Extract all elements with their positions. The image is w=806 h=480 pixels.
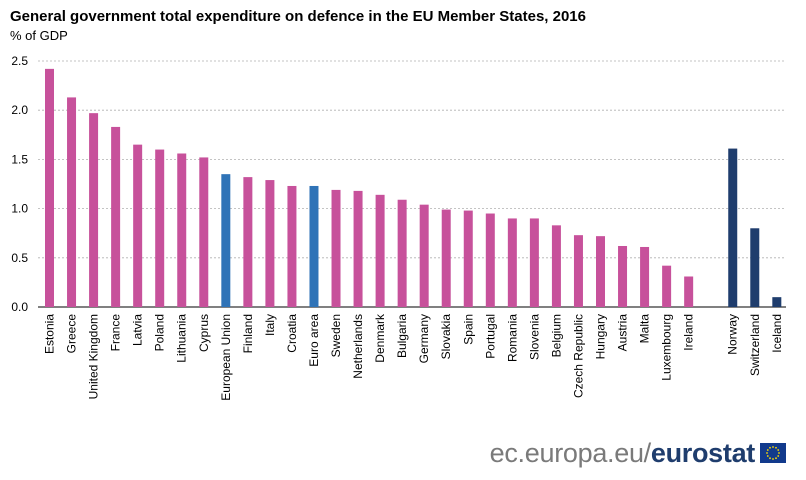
x-tick-label: Euro area [307,314,321,367]
bar-france [111,126,121,307]
x-tick-label: Spain [461,314,475,345]
bar-lithuania [177,153,187,307]
x-tick-label: Czech Republic [571,314,585,398]
bar-belgium [551,225,561,307]
flag-star [778,452,780,454]
x-tick-label: Denmark [373,313,387,363]
bar-poland [155,149,165,307]
flag-star [769,457,771,460]
eurostat-footer: ec.europa.eu/eurostat [490,436,786,470]
flag-star [766,449,769,451]
x-tick-label: Slovakia [439,314,453,360]
flag-star [772,458,774,460]
x-tick-label: European Union [219,314,233,401]
x-tick-label: France [109,314,123,352]
bar-chart: 0.0 0.5 1.0 1.5 2.0 2.5 Estonia Greece United K… [11,54,786,401]
bar-romania [507,218,517,307]
bar-malta [640,246,650,307]
bar-denmark [375,194,385,307]
x-tick-label: Germany [417,314,431,363]
footer-site: ec.europa.eu/ [489,437,652,468]
flag-star [766,452,768,454]
flag-star [766,455,769,457]
bar-euro-area [309,185,319,307]
x-tick-label: Latvia [131,314,145,346]
y-tick-label: 2.5 [11,54,28,68]
y-tick-label: 2.0 [11,103,28,117]
x-tick-label: Slovenia [527,314,541,360]
bar-united-kingdom [89,113,99,307]
x-tick-label: Norway [726,314,740,355]
x-tick-label: Greece [65,314,79,354]
bar-slovakia [441,209,451,307]
x-tick-label: Italy [263,314,277,336]
bar-greece [67,97,77,308]
x-tick-label: Poland [153,314,167,351]
x-tick-label: Austria [616,314,630,352]
chart-subtitle: % of GDP [10,28,68,43]
footer-brand: eurostat [650,437,755,468]
x-tick-label: United Kingdom [87,314,101,399]
bar-portugal [485,213,495,307]
x-tick-label: Lithuania [175,314,189,363]
flag-star [775,446,777,449]
y-tick-label: 0.0 [11,300,28,314]
eu-flag-icon [760,443,786,463]
flag-star [775,457,777,460]
bar-norway [728,148,738,307]
x-tick-label: Croatia [285,314,299,353]
gridlines [38,60,786,308]
x-tick-label: Luxembourg [660,314,674,381]
bar-sweden [331,189,341,307]
bar-iceland [772,297,782,307]
bar-cyprus [199,157,209,307]
bar-estonia [45,68,54,307]
bar-finland [243,177,253,307]
x-tick-label: Estonia [43,314,57,354]
bar-luxembourg [662,265,672,307]
flag-star [777,449,780,451]
bar-latvia [133,144,143,307]
bar-spain [463,210,473,307]
bars [45,68,782,308]
x-tick-label: Switzerland [748,314,762,376]
flag-star [769,446,771,449]
bar-netherlands [353,190,363,307]
y-tick-label: 1.0 [11,202,28,216]
x-tick-label: Sweden [329,314,343,357]
bar-austria [618,245,628,307]
x-tick-label: Cyprus [197,314,211,352]
bar-bulgaria [397,199,407,307]
chart-title: General government total expenditure on … [10,8,586,25]
y-tick-label: 0.5 [11,251,28,265]
x-tick-label: Ireland [682,314,696,351]
y-tick-label: 1.5 [11,152,28,166]
x-axis-labels: Estonia Greece United Kingdom France Latvia P… [43,313,784,401]
x-tick-label: Malta [638,314,652,344]
x-tick-label: Netherlands [351,314,365,379]
x-tick-label: Romania [505,314,519,362]
bar-italy [265,180,275,307]
bar-european-union [221,174,231,307]
bar-croatia [287,185,297,307]
bar-ireland [684,276,694,307]
bar-czech-republic [573,235,583,307]
bar-switzerland [750,228,760,307]
bar-germany [419,204,429,307]
x-tick-label: Bulgaria [395,314,409,358]
x-tick-label: Finland [241,314,255,353]
x-tick-label: Belgium [549,314,563,357]
x-tick-label: Portugal [483,314,497,359]
x-tick-label: Iceland [770,314,784,353]
y-axis-ticks: 0.0 0.5 1.0 1.5 2.0 2.5 [11,54,28,314]
flag-star [772,446,774,448]
footer-logo-text[interactable]: ec.europa.eu/eurostat [489,437,756,469]
bar-hungary [596,236,605,307]
x-tick-label: Hungary [594,314,608,359]
bar-slovenia [529,218,539,307]
flag-star [777,455,780,457]
